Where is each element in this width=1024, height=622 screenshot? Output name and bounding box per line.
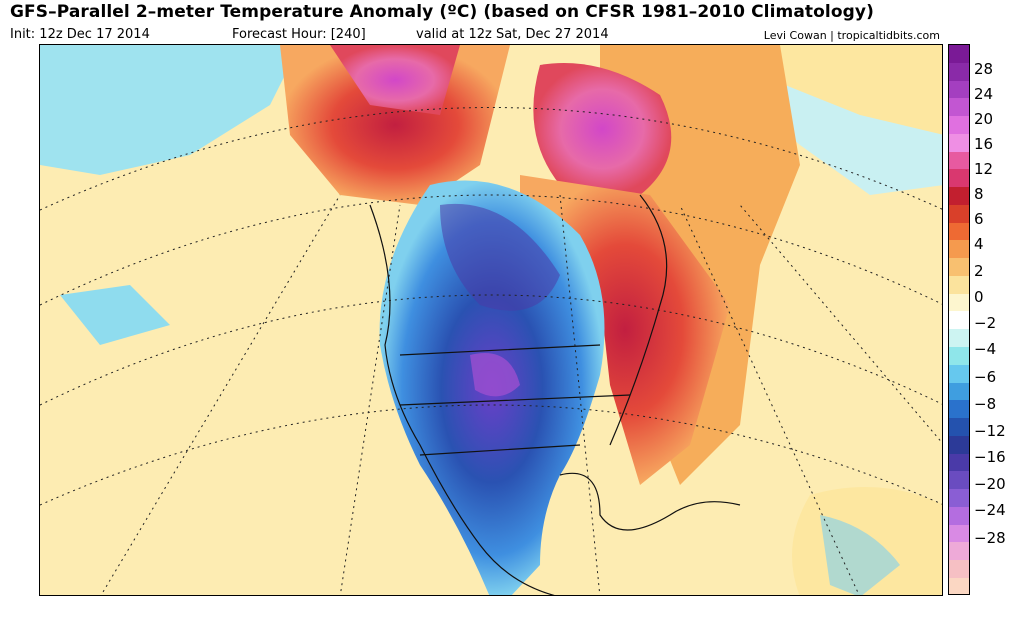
colorbar-swatch: [949, 62, 969, 81]
credit: Levi Cowan | tropicaltidbits.com: [763, 29, 940, 42]
colorbar-tick-label: 12: [974, 160, 994, 178]
colorbar-tick-label: 6: [974, 210, 984, 228]
colorbar-swatch: [949, 489, 969, 507]
colorbar-swatch: [949, 400, 969, 419]
colorbar-tick-label: −16: [974, 448, 1006, 466]
colorbar-swatch: [949, 506, 969, 525]
colorbar-swatch: [949, 542, 969, 561]
colorbar-swatch: [949, 187, 969, 205]
anomaly-map: [39, 44, 943, 596]
colorbar-tick-label: −24: [974, 501, 1006, 519]
colorbar-swatch: [949, 329, 969, 348]
colorbar-tick-label: 2: [974, 262, 984, 280]
colorbar-swatch: [949, 577, 969, 594]
colorbar-swatch: [949, 80, 969, 99]
colorbar-swatch: [949, 382, 969, 401]
colorbar-swatch: [949, 311, 969, 330]
colorbar-swatch: [949, 524, 969, 543]
colorbar-swatch: [949, 471, 969, 490]
colorbar-swatch: [949, 293, 969, 312]
colorbar: [948, 44, 970, 595]
colorbar-tick-label: −8: [974, 395, 997, 413]
init-time: Init: 12z Dec 17 2014: [10, 27, 150, 42]
colorbar-tick-label: 24: [974, 85, 994, 103]
colorbar-swatch: [949, 258, 969, 276]
colorbar-tick-label: 4: [974, 235, 984, 253]
colorbar-swatch: [949, 240, 969, 259]
colorbar-swatch: [949, 116, 969, 134]
colorbar-tick-label: −6: [974, 368, 997, 386]
colorbar-tick-label: 8: [974, 185, 984, 203]
colorbar-tick-label: −20: [974, 475, 1006, 493]
colorbar-tick-label: 28: [974, 60, 994, 78]
colorbar-swatch: [949, 418, 969, 436]
colorbar-swatch: [949, 222, 969, 241]
cold-sea-patch: [40, 45, 300, 175]
colorbar-swatch: [949, 133, 969, 152]
colorbar-swatch: [949, 204, 969, 223]
colorbar-swatch: [949, 169, 969, 188]
forecast-hour: Forecast Hour: [240]: [232, 27, 366, 42]
valid-time: valid at 12z Sat, Dec 27 2014: [416, 27, 609, 42]
colorbar-swatch: [949, 151, 969, 170]
colorbar-tick-label: −12: [974, 422, 1006, 440]
colorbar-labels: 28 24 20 16 12 8 6 4 2 0 −2 −4 −6 −8 −12 −16 −20 −24 −28: [974, 44, 1024, 596]
colorbar-swatch: [949, 275, 969, 294]
colorbar-swatch: [949, 560, 969, 578]
colorbar-tick-label: −4: [974, 340, 997, 358]
colorbar-swatch: [949, 435, 969, 454]
colorbar-tick-label: −28: [974, 529, 1006, 547]
colorbar-swatch: [949, 98, 969, 117]
page-title: GFS–Parallel 2–meter Temperature Anomaly…: [10, 2, 874, 22]
map-graphic: [40, 45, 942, 595]
colorbar-tick-label: −2: [974, 314, 997, 332]
colorbar-swatch: [949, 453, 969, 472]
colorbar-swatch: [949, 347, 969, 365]
colorbar-tick-label: 16: [974, 135, 994, 153]
colorbar-tick-label: 20: [974, 110, 994, 128]
colorbar-tick-label: 0: [974, 288, 984, 306]
colorbar-swatch: [949, 364, 969, 383]
colorbar-swatch: [949, 45, 969, 63]
